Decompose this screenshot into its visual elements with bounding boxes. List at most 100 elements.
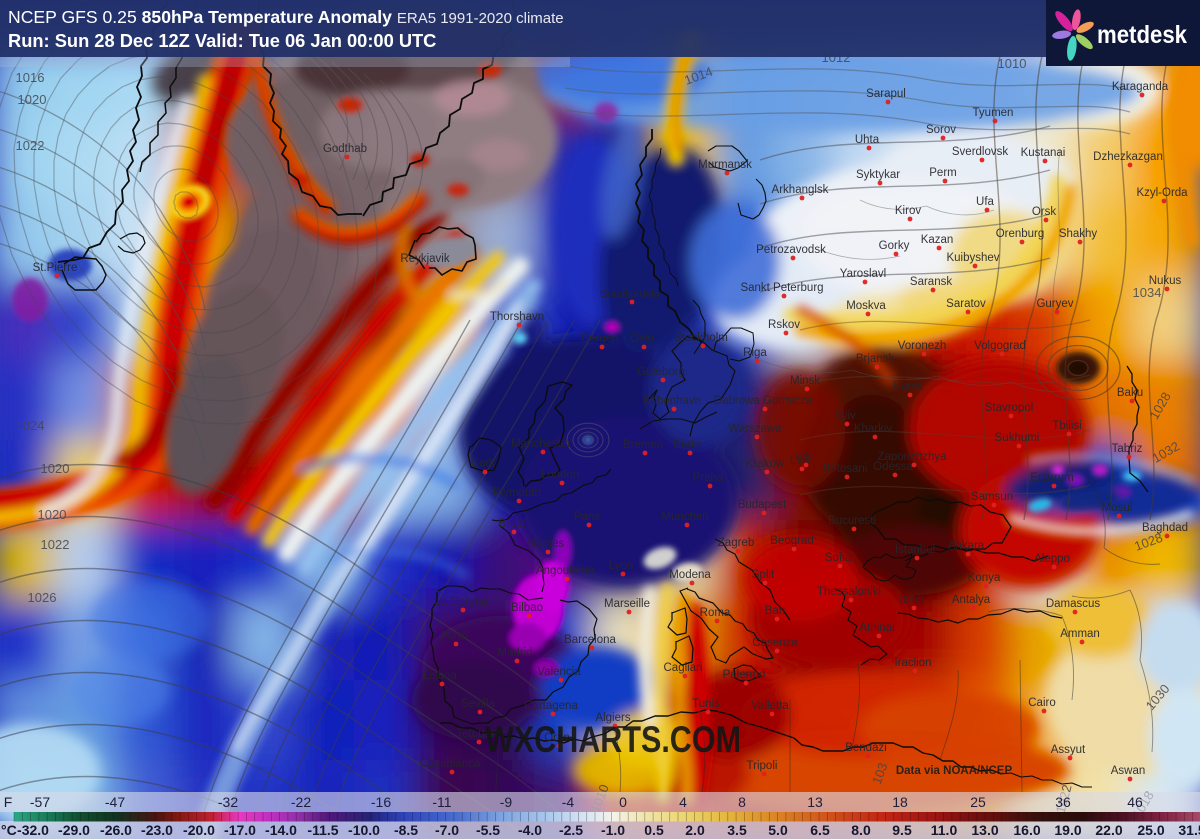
svg-text:Barcelona: Barcelona bbox=[564, 634, 616, 646]
svg-text:Odessa: Odessa bbox=[873, 461, 913, 473]
svg-text:Paris: Paris bbox=[574, 511, 600, 523]
svg-text:Bari: Bari bbox=[765, 605, 785, 617]
svg-text:WXCHARTS.COM: WXCHARTS.COM bbox=[485, 719, 741, 760]
svg-text:Mosul: Mosul bbox=[1102, 502, 1133, 514]
svg-text:Run: Sun 28 Dec 12Z Valid: Tue: Run: Sun 28 Dec 12Z Valid: Tue 06 Jan 00… bbox=[8, 30, 436, 51]
svg-text:La Coruna: La Coruna bbox=[434, 596, 488, 608]
svg-text:5.0: 5.0 bbox=[768, 822, 788, 838]
svg-text:Baku: Baku bbox=[1117, 387, 1143, 399]
svg-text:22.0: 22.0 bbox=[1095, 822, 1122, 838]
svg-text:Praha: Praha bbox=[693, 472, 724, 484]
svg-text:Amman: Amman bbox=[1060, 628, 1100, 640]
svg-text:1020: 1020 bbox=[38, 507, 67, 522]
svg-text:Arkhanglsk: Arkhanglsk bbox=[772, 184, 829, 196]
svg-text:Split: Split bbox=[752, 569, 775, 581]
svg-text:8: 8 bbox=[738, 794, 746, 810]
svg-text:-9: -9 bbox=[500, 794, 513, 810]
svg-text:Tbilisi: Tbilisi bbox=[1052, 420, 1081, 432]
svg-text:Sondfjordela: Sondfjordela bbox=[601, 288, 660, 300]
svg-text:Assyut: Assyut bbox=[1051, 744, 1086, 756]
svg-text:Athinai: Athinai bbox=[859, 622, 894, 634]
svg-text:Roma: Roma bbox=[700, 607, 731, 619]
svg-text:-8.5: -8.5 bbox=[394, 822, 418, 838]
svg-text:Orenburg: Orenburg bbox=[996, 228, 1045, 240]
svg-text:1010: 1010 bbox=[998, 56, 1027, 71]
svg-text:Minsk: Minsk bbox=[790, 375, 820, 387]
svg-text:Munchen: Munchen bbox=[661, 511, 708, 523]
svg-text:6.5: 6.5 bbox=[810, 822, 830, 838]
svg-text:Uhta: Uhta bbox=[855, 134, 880, 146]
svg-text:25.0: 25.0 bbox=[1137, 822, 1164, 838]
svg-text:Antalya: Antalya bbox=[952, 594, 991, 606]
svg-text:Palermo: Palermo bbox=[723, 669, 766, 681]
svg-text:19.0: 19.0 bbox=[1054, 822, 1081, 838]
svg-text:Samsun: Samsun bbox=[971, 491, 1013, 503]
svg-text:Algiers: Algiers bbox=[595, 712, 630, 724]
svg-text:Cartagena: Cartagena bbox=[524, 700, 578, 712]
svg-text:metdesk: metdesk bbox=[1097, 21, 1187, 49]
svg-text:Dabrowa Gormicza: Dabrowa Gormicza bbox=[714, 395, 813, 407]
svg-text:-4: -4 bbox=[562, 794, 575, 810]
svg-text:Nukus: Nukus bbox=[1149, 275, 1182, 287]
svg-text:Brjansk: Brjansk bbox=[856, 353, 895, 365]
svg-text:Plymouth: Plymouth bbox=[493, 487, 541, 499]
svg-text:Valletta: Valletta bbox=[751, 700, 789, 712]
svg-text:1016: 1016 bbox=[16, 70, 45, 85]
svg-text:Modena: Modena bbox=[669, 569, 711, 581]
svg-text:Kirov: Kirov bbox=[895, 205, 921, 217]
svg-text:Wiv: Wiv bbox=[795, 451, 813, 463]
svg-text:Bendazi: Bendazi bbox=[845, 742, 887, 754]
svg-text:Ufa: Ufa bbox=[976, 196, 995, 208]
svg-text:Sverdlovsk: Sverdlovsk bbox=[952, 146, 1008, 158]
svg-text:Iraclion: Iraclion bbox=[894, 657, 931, 669]
svg-text:Kazan: Kazan bbox=[921, 234, 954, 246]
svg-text:Botosani: Botosani bbox=[823, 463, 868, 475]
svg-text:-11.5: -11.5 bbox=[307, 822, 338, 838]
svg-text:Bilbao: Bilbao bbox=[511, 602, 543, 614]
svg-text:16.0: 16.0 bbox=[1013, 822, 1040, 838]
svg-text:-5.5: -5.5 bbox=[476, 822, 500, 838]
svg-text:-10.0: -10.0 bbox=[348, 822, 380, 838]
svg-text:Perm: Perm bbox=[929, 167, 956, 179]
svg-text:Kustanai: Kustanai bbox=[1021, 147, 1066, 159]
svg-text:Kursk: Kursk bbox=[893, 381, 923, 393]
svg-text:Rskov: Rskov bbox=[768, 319, 800, 331]
svg-text:0.5: 0.5 bbox=[644, 822, 664, 838]
svg-text:-32.0: -32.0 bbox=[17, 822, 49, 838]
svg-text:4: 4 bbox=[679, 794, 687, 810]
svg-text:1022: 1022 bbox=[16, 138, 45, 153]
svg-text:1026: 1026 bbox=[28, 590, 57, 605]
svg-text:Orsk: Orsk bbox=[1032, 206, 1057, 218]
svg-text:Bucuresti: Bucuresti bbox=[828, 515, 876, 527]
svg-text:31.5: 31.5 bbox=[1178, 822, 1200, 838]
svg-text:-4.0: -4.0 bbox=[518, 822, 542, 838]
svg-text:Tripoli: Tripoli bbox=[747, 760, 778, 772]
svg-text:Angouleme: Angouleme bbox=[536, 565, 594, 577]
svg-text:-47: -47 bbox=[105, 794, 125, 810]
svg-text:Tetouan: Tetouan bbox=[457, 728, 498, 740]
svg-text:Sorov: Sorov bbox=[926, 124, 956, 136]
svg-text:St.Pierre: St.Pierre bbox=[33, 262, 78, 274]
svg-text:-2.5: -2.5 bbox=[559, 822, 583, 838]
svg-text:11.0: 11.0 bbox=[931, 822, 958, 838]
svg-text:Bremen: Bremen bbox=[623, 439, 663, 451]
svg-text:Cosenza: Cosenza bbox=[752, 637, 798, 649]
svg-text:Istanbul: Istanbul bbox=[895, 544, 935, 556]
svg-text:-7.0: -7.0 bbox=[435, 822, 459, 838]
svg-text:Data via NOAA/NCEP: Data via NOAA/NCEP bbox=[896, 765, 1013, 777]
svg-text:Sofia: Sofia bbox=[825, 552, 852, 564]
svg-text:36: 36 bbox=[1055, 794, 1071, 810]
svg-text:-32: -32 bbox=[218, 794, 238, 810]
svg-text:Dzhezkazgan: Dzhezkazgan bbox=[1093, 151, 1163, 163]
svg-text:Zagreb: Zagreb bbox=[718, 537, 754, 549]
svg-text:3.5: 3.5 bbox=[727, 822, 747, 838]
svg-text:Zaporizhzhya: Zaporizhzhya bbox=[877, 451, 947, 463]
svg-text:9.5: 9.5 bbox=[892, 822, 912, 838]
svg-text:Murmansk: Murmansk bbox=[698, 159, 752, 171]
svg-text:Petrozavodsk: Petrozavodsk bbox=[756, 244, 826, 256]
svg-text:Cairo: Cairo bbox=[1028, 697, 1055, 709]
svg-text:Sarapul: Sarapul bbox=[866, 88, 906, 100]
svg-text:1024: 1024 bbox=[16, 418, 45, 433]
svg-text:Cagliari: Cagliari bbox=[664, 662, 703, 674]
svg-text:1034: 1034 bbox=[1133, 285, 1162, 300]
